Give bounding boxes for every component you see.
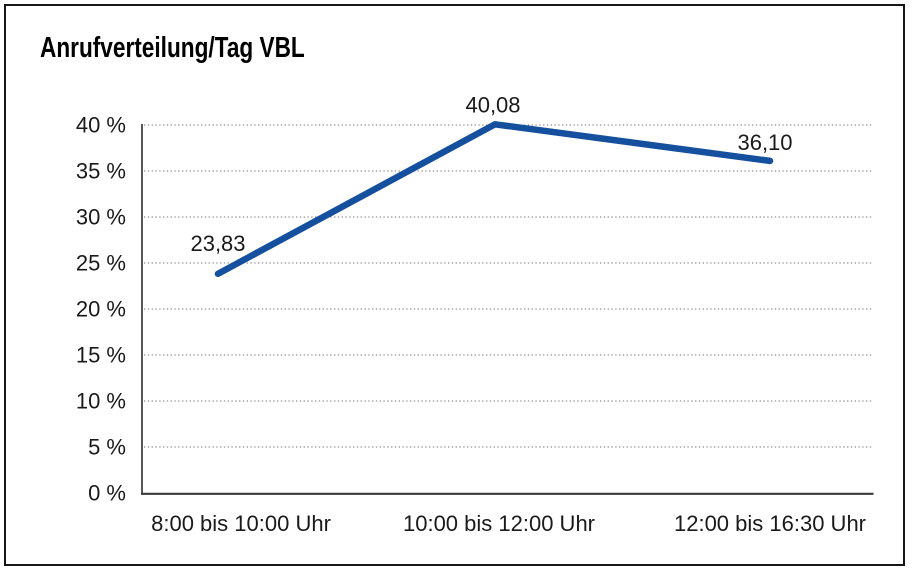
chart-frame-border bbox=[4, 4, 905, 566]
chart-title: Anrufverteilung/Tag VBL bbox=[40, 32, 305, 64]
y-tick-label: 15 % bbox=[76, 343, 126, 368]
x-tick-label: 12:00 bis 16:30 Uhr bbox=[674, 511, 866, 536]
data-point-label: 23,83 bbox=[190, 231, 245, 256]
y-tick-label: 0 % bbox=[88, 481, 126, 506]
x-tick-label: 8:00 bis 10:00 Uhr bbox=[151, 511, 331, 536]
data-point-label: 36,10 bbox=[737, 130, 792, 155]
data-series-line bbox=[214, 121, 774, 278]
y-tick-label: 40 % bbox=[76, 113, 126, 138]
x-tick-label: 10:00 bis 12:00 Uhr bbox=[403, 511, 595, 536]
y-tick-label: 20 % bbox=[76, 297, 126, 322]
y-tick-label: 10 % bbox=[76, 389, 126, 414]
y-tick-label: 35 % bbox=[76, 159, 126, 184]
data-point-label: 40,08 bbox=[465, 92, 520, 117]
y-tick-label: 25 % bbox=[76, 251, 126, 276]
y-tick-label: 5 % bbox=[88, 435, 126, 460]
y-tick-label: 30 % bbox=[76, 205, 126, 230]
